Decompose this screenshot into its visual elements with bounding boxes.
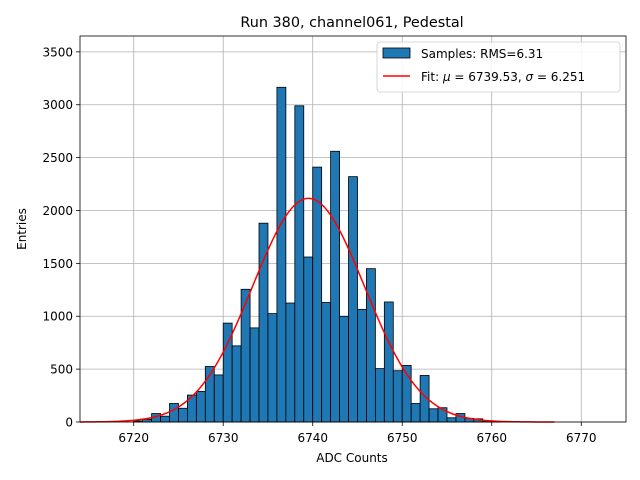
histogram-bar (213, 374, 224, 423)
y-tick-label: 500 (50, 363, 73, 377)
histogram-bar (249, 327, 260, 423)
histogram-bar (374, 368, 385, 423)
histogram-bar (366, 268, 376, 423)
histogram-bar (160, 415, 170, 423)
histogram-bar (339, 315, 349, 423)
x-tick-label: 6770 (566, 431, 597, 445)
y-tick-label: 0 (65, 416, 73, 430)
histogram-bar (312, 166, 323, 423)
histogram-bar (428, 408, 439, 423)
histogram-bar (410, 403, 421, 423)
y-axis-ticks: 0 500 1000 1500 2000 2500 3000 3500 (42, 45, 80, 430)
histogram-bar (303, 256, 314, 423)
histogram-bar (392, 370, 403, 423)
histogram-bar (348, 176, 358, 423)
legend: Samples: RMS=6.31 Fit: μ = 6739.53, σ = … (376, 41, 621, 93)
y-tick-label: 2000 (42, 204, 73, 218)
legend-box (376, 41, 621, 93)
histogram-bar (276, 86, 287, 423)
chart-title: Run 380, channel061, Pedestal (240, 15, 463, 31)
histogram-bar (330, 150, 340, 423)
y-tick-label: 2500 (42, 151, 73, 165)
histogram-bar (446, 417, 457, 423)
histogram-bar (357, 308, 367, 423)
histogram-bar (178, 407, 188, 423)
histogram-bars (133, 86, 502, 423)
x-tick-label: 6720 (118, 431, 149, 445)
histogram-bar (383, 301, 394, 423)
plot-frame (79, 35, 627, 423)
histogram-bar (195, 390, 206, 423)
histogram-bar (285, 302, 296, 423)
x-tick-label: 6730 (208, 431, 239, 445)
x-tick-label: 6750 (387, 431, 418, 445)
legend-samples-label: Samples: RMS=6.31 (421, 47, 543, 61)
histogram-bar (294, 105, 305, 423)
x-axis-label: ADC Counts (316, 451, 388, 465)
gaussian-fit-line (79, 197, 555, 423)
legend-fit-label: Fit: μ = 6739.53, σ = 6.251 (421, 70, 585, 84)
histogram-bar (321, 302, 332, 423)
histogram-bar (267, 313, 278, 423)
y-tick-label: 1000 (42, 310, 73, 324)
x-tick-label: 6740 (297, 431, 328, 445)
legend-samples-swatch (382, 47, 411, 59)
x-tick-label: 6760 (476, 431, 507, 445)
y-axis-label: Entries (15, 208, 29, 250)
y-tick-label: 1500 (42, 257, 73, 271)
histogram-bar (169, 403, 179, 423)
y-tick-label: 3500 (42, 45, 73, 59)
y-tick-label: 3000 (42, 98, 73, 112)
x-axis-ticks: 6720 6730 6740 6750 6760 6770 (118, 422, 597, 445)
histogram-bar (231, 345, 242, 423)
